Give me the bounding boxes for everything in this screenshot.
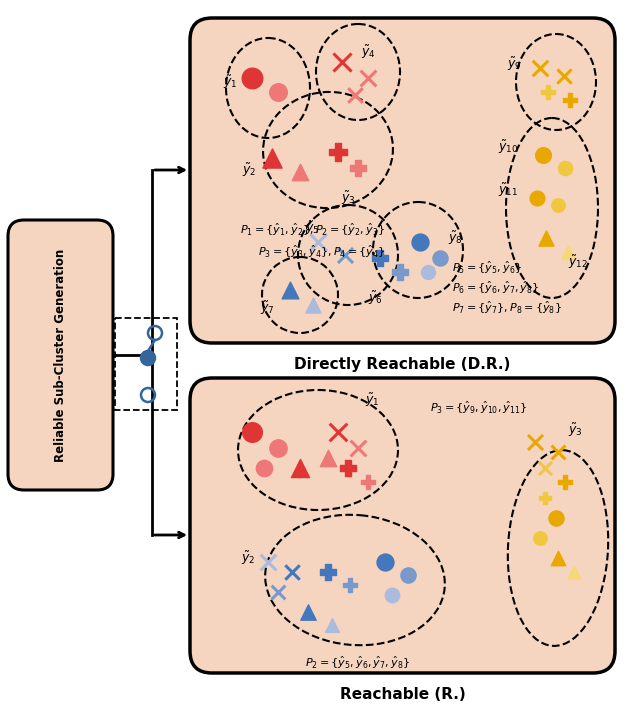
- Text: $P_3=\{\hat{y}_3,\hat{y}_4\}, P_4=\{\hat{y}_4\}$: $P_3=\{\hat{y}_3,\hat{y}_4\}, P_4=\{\hat…: [258, 244, 386, 261]
- Point: [273, 86, 283, 98]
- Text: $\tilde{y}_{1}$: $\tilde{y}_{1}$: [223, 73, 238, 90]
- Point: [327, 619, 337, 631]
- Point: [560, 162, 570, 174]
- Text: $P_2=\{\hat{y}_5,\hat{y}_6,\hat{y}_7,\hat{y}_8\}$: $P_2=\{\hat{y}_5,\hat{y}_6,\hat{y}_7,\ha…: [305, 655, 411, 671]
- FancyBboxPatch shape: [8, 220, 113, 490]
- Point: [551, 513, 561, 524]
- Point: [333, 426, 343, 438]
- Point: [263, 556, 273, 567]
- Point: [532, 192, 542, 204]
- Point: [375, 252, 385, 263]
- Point: [535, 63, 545, 74]
- Text: $\tilde{y}_{1}$: $\tilde{y}_{1}$: [364, 392, 379, 409]
- Point: [543, 86, 553, 98]
- Point: [559, 70, 569, 82]
- Text: $\tilde{y}_{10}$: $\tilde{y}_{10}$: [497, 138, 518, 156]
- FancyBboxPatch shape: [190, 18, 615, 343]
- Circle shape: [141, 351, 155, 365]
- Point: [323, 452, 333, 464]
- Text: $P_3=\{\hat{y}_9,\hat{y}_{10},\hat{y}_{11}\}$: $P_3=\{\hat{y}_9,\hat{y}_{10},\hat{y}_{1…: [430, 400, 528, 417]
- Point: [423, 266, 433, 278]
- Point: [333, 146, 343, 157]
- Point: [313, 236, 323, 248]
- Point: [415, 236, 425, 248]
- Point: [308, 299, 318, 310]
- Point: [303, 607, 313, 618]
- Text: Directly Reachable (D.R.): Directly Reachable (D.R.): [295, 357, 510, 372]
- Point: [560, 476, 570, 488]
- Point: [380, 556, 390, 567]
- Point: [540, 492, 550, 503]
- Point: [350, 89, 360, 100]
- Text: $\tilde{y}_{4}$: $\tilde{y}_{4}$: [361, 43, 376, 61]
- Text: $\tilde{y}_{3}$: $\tilde{y}_{3}$: [568, 422, 582, 439]
- Point: [363, 476, 373, 488]
- Point: [267, 152, 277, 164]
- FancyBboxPatch shape: [190, 378, 615, 673]
- Point: [343, 462, 353, 473]
- Point: [273, 586, 283, 597]
- Point: [337, 56, 347, 68]
- Text: Reliable Sub-Cluster Generation: Reliable Sub-Cluster Generation: [54, 248, 67, 461]
- Text: $\tilde{y}_{11}$: $\tilde{y}_{11}$: [498, 182, 518, 199]
- Point: [541, 232, 551, 244]
- Text: $\tilde{y}_{5}$: $\tilde{y}_{5}$: [305, 219, 319, 236]
- Point: [285, 284, 295, 295]
- Point: [287, 566, 297, 577]
- Text: $\tilde{y}_{8}$: $\tilde{y}_{8}$: [447, 229, 462, 247]
- Point: [247, 426, 257, 438]
- Point: [553, 446, 563, 458]
- Point: [395, 266, 405, 278]
- Point: [353, 442, 363, 454]
- Point: [323, 566, 333, 577]
- Text: $P_5=\{\hat{y}_5,\hat{y}_6\}$: $P_5=\{\hat{y}_5,\hat{y}_6\}$: [452, 260, 522, 276]
- Point: [569, 566, 579, 577]
- Text: Reachable (R.): Reachable (R.): [339, 687, 466, 702]
- Point: [295, 462, 305, 473]
- Text: $\tilde{y}_{12}$: $\tilde{y}_{12}$: [568, 253, 588, 271]
- Point: [553, 553, 563, 564]
- Text: $\tilde{y}_{2}$: $\tilde{y}_{2}$: [241, 162, 256, 179]
- Text: $P_1=\{\hat{y}_1,\hat{y}_2\}, P_2=\{\hat{y}_2,\hat{y}_3\}$: $P_1=\{\hat{y}_1,\hat{y}_2\}, P_2=\{\hat…: [240, 222, 385, 239]
- Point: [247, 73, 257, 84]
- Point: [345, 580, 355, 591]
- Point: [340, 249, 350, 261]
- Point: [540, 462, 550, 473]
- Point: [295, 167, 305, 178]
- Point: [363, 73, 373, 84]
- Point: [553, 199, 563, 211]
- Point: [563, 246, 573, 258]
- Text: $\tilde{y}_{6}$: $\tilde{y}_{6}$: [368, 289, 383, 307]
- Point: [535, 533, 545, 544]
- Point: [273, 442, 283, 454]
- Text: $\tilde{y}_{9}$: $\tilde{y}_{9}$: [507, 56, 522, 73]
- Point: [353, 162, 363, 174]
- Point: [259, 462, 269, 473]
- Point: [530, 436, 540, 448]
- Point: [435, 252, 445, 263]
- Point: [565, 94, 575, 105]
- Text: $\tilde{y}_{2}$: $\tilde{y}_{2}$: [241, 549, 255, 567]
- Point: [387, 590, 397, 601]
- Point: [538, 150, 548, 161]
- Text: $\tilde{y}_{3}$: $\tilde{y}_{3}$: [341, 189, 355, 206]
- Text: $P_7=\{\hat{y}_7\}, P_8=\{\hat{y}_8\}$: $P_7=\{\hat{y}_7\}, P_8=\{\hat{y}_8\}$: [452, 300, 562, 316]
- Text: $P_6=\{\hat{y}_6,\hat{y}_7,\hat{y}_8\}$: $P_6=\{\hat{y}_6,\hat{y}_7,\hat{y}_8\}$: [452, 280, 540, 296]
- Point: [403, 570, 413, 581]
- Text: $\tilde{y}_{7}$: $\tilde{y}_{7}$: [260, 299, 275, 317]
